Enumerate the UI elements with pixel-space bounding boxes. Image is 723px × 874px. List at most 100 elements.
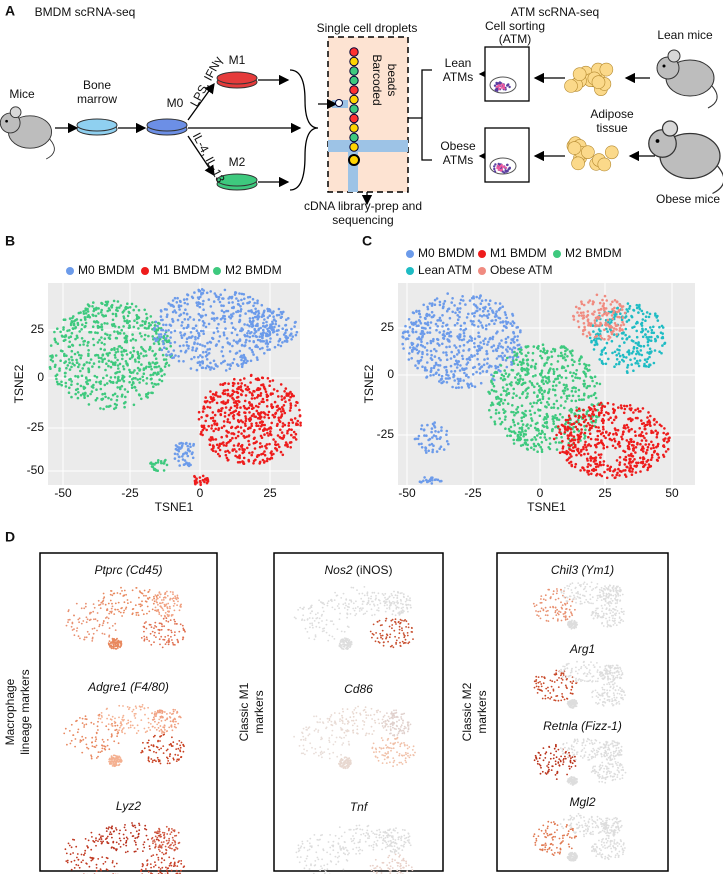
cell-dot [54,339,57,342]
cell-dot [530,413,533,416]
cell-dot [493,322,496,325]
cell-dot [656,335,659,338]
cell-dot [246,386,249,389]
cell-dot [560,436,563,439]
cell-dot [173,619,175,621]
cell-dot [401,343,404,346]
cell-dot [520,352,523,355]
cell-dot [234,291,237,294]
cell-dot [599,456,602,459]
cell-dot [74,353,77,356]
cell-dot [194,480,197,483]
cell-dot [114,356,117,359]
cell-dot [499,370,502,373]
cell-dot [139,378,142,381]
cell-dot [253,429,256,432]
cell-dot [76,318,79,321]
cell-dot [446,292,449,295]
cell-dot [501,83,503,85]
cell-dot [130,721,132,723]
cell-dot [486,362,489,365]
cell-dot [438,357,441,360]
cell-dot [281,341,284,344]
cell-dot [652,431,655,434]
cell-dot [242,302,245,305]
legend-marker [406,267,414,275]
cell-dot [259,340,262,343]
dish-top [77,119,117,131]
cell-dot [656,459,659,462]
cell-dot [174,341,177,344]
cell-dot [641,322,644,325]
cell-dot [190,358,193,361]
bead [350,105,358,113]
cell-dot [189,316,192,319]
cell-dot [147,606,149,608]
cell-dot [229,421,232,424]
cell-dot [126,339,129,342]
cell-dot [446,332,449,335]
cell-dot [146,613,148,615]
cell-dot [165,308,168,311]
cell-dot [91,390,94,393]
cell-dot [560,404,563,407]
cell-dot [172,713,174,715]
cell-dot [526,448,529,451]
cell-dot [83,326,86,329]
cell-dot [579,377,582,380]
cell-dot [158,719,160,721]
cell-dot [184,302,187,305]
cell-dot [488,303,491,306]
cell-dot [626,337,629,340]
cell-dot [459,345,462,348]
cell-dot [116,330,119,333]
cell-dot [605,352,608,355]
cell-dot [162,609,164,611]
cell-dot [239,379,242,382]
cell-dot [602,422,605,425]
cell-dot [627,364,630,367]
cell-dot [651,329,654,332]
cell-dot [645,336,648,339]
cell-dot [164,711,166,713]
cell-dot [141,376,144,379]
bead [336,100,343,107]
cell-dot [97,341,100,344]
cell-dot [178,631,180,633]
cell-dot [602,428,605,431]
cell-dot [184,333,187,336]
cell-dot [486,315,489,318]
cell-dot [151,321,154,324]
cell-dot [570,444,573,447]
cell-dot [564,387,567,390]
cell-dot [527,387,530,390]
cell-dot [71,350,74,353]
cell-dot [244,424,247,427]
cell-dot [517,411,520,414]
cell-dot [237,300,240,303]
cell-dot [446,358,449,361]
cell-dot [229,350,232,353]
cell-dot [465,374,468,377]
cell-dot [552,388,555,391]
cell-dot [570,400,573,403]
cell-dot [255,422,258,425]
cell-dot [442,307,445,310]
cell-dot [108,352,111,355]
mouse-ear [10,107,21,118]
cell-dot [117,609,119,611]
cell-dot [576,311,579,314]
cell-dot [223,420,226,423]
cell-dot [66,625,68,627]
cell-dot [411,349,414,352]
cell-dot [642,450,645,453]
cell-dot [633,441,636,444]
cell-dot [575,409,578,412]
cell-dot [645,432,648,435]
cell-dot [187,347,190,350]
cell-dot [142,593,144,595]
cell-dot [593,413,596,416]
cell-dot [256,323,259,326]
cell-dot [439,317,442,320]
cell-dot [156,602,158,604]
